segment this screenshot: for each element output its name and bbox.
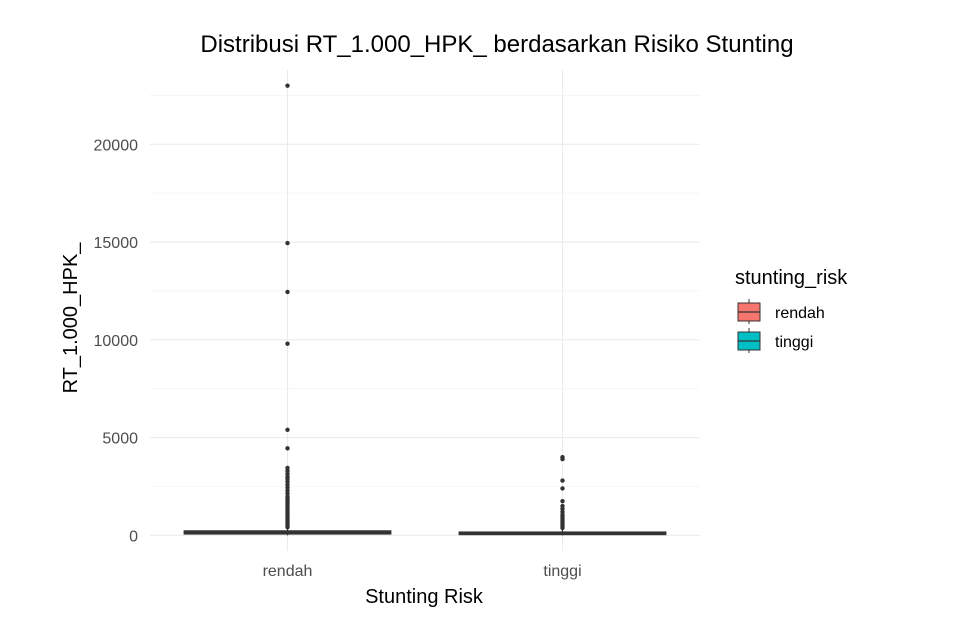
outlier-point: [560, 456, 565, 462]
legend-label: rendah: [775, 305, 825, 322]
grid: [150, 70, 700, 551]
legend-entry-tinggi: tinggi: [737, 328, 813, 353]
outlier-point: [285, 427, 290, 432]
x-tick-label: tinggi: [543, 563, 581, 580]
y-tick-label: 10000: [94, 333, 139, 350]
legend-label: tinggi: [775, 334, 813, 351]
outlier-point: [285, 341, 290, 346]
outlier-point: [560, 486, 565, 491]
box-rendah: [183, 83, 392, 536]
legend-title: stunting_risk: [735, 267, 848, 289]
y-tick-label: 20000: [94, 137, 139, 154]
outlier-point: [285, 524, 290, 530]
outlier-point: [285, 446, 290, 451]
legend-entry-rendah: rendah: [737, 299, 825, 324]
outlier-point: [285, 289, 290, 295]
outlier-point: [560, 498, 565, 504]
outlier-point: [560, 525, 565, 531]
boxplot-series: [183, 83, 667, 536]
chart-title: Distribusi RT_1.000_HPK_ berdasarkan Ris…: [200, 31, 793, 58]
outlier-point: [285, 240, 290, 246]
box-tinggi: [458, 454, 667, 536]
y-tick-label: 15000: [94, 235, 139, 252]
y-axis-tick-labels: 0 5000 10000 15000 20000: [94, 137, 139, 545]
legend: stunting_risk rendah tinggi: [735, 267, 848, 353]
y-tick-label: 5000: [102, 431, 138, 448]
outlier-point: [285, 83, 290, 88]
x-axis-title: Stunting Risk: [365, 586, 484, 608]
y-tick-label: 0: [129, 528, 138, 545]
legend-entries: rendah tinggi: [737, 299, 825, 353]
x-axis-tick-labels: rendah tinggi: [263, 563, 582, 580]
outlier-point: [560, 478, 565, 483]
y-axis-title: RT_1.000_HPK_: [60, 242, 82, 394]
x-tick-label: rendah: [263, 563, 313, 580]
